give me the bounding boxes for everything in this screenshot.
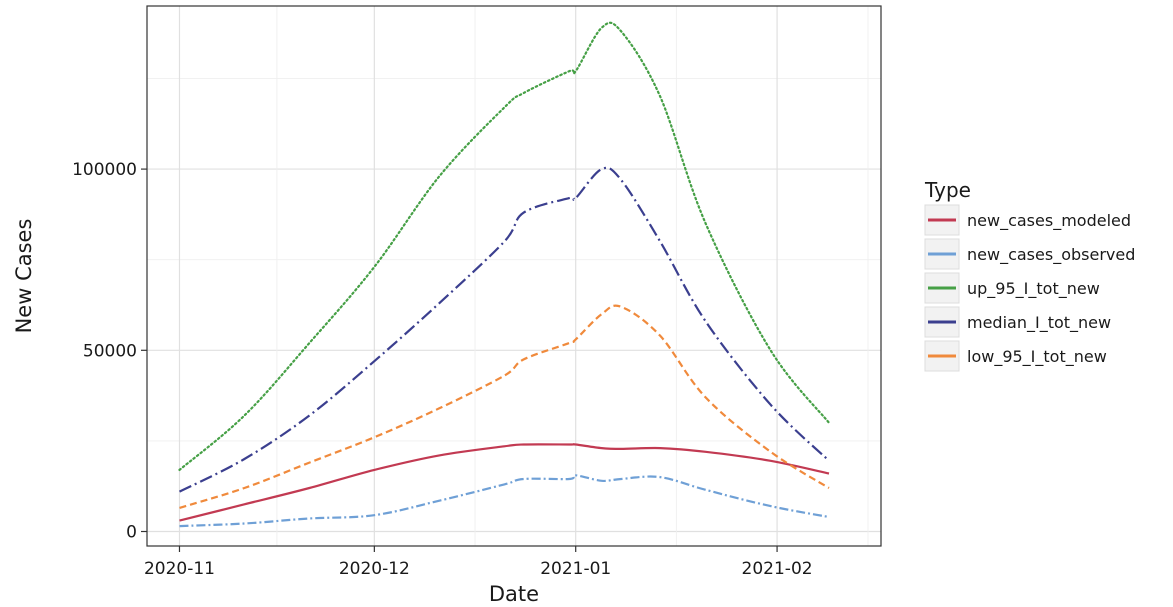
series-line-new-cases-modeled bbox=[179, 443, 830, 522]
legend-title: Type bbox=[924, 178, 971, 202]
legend-label: new_cases_modeled bbox=[967, 211, 1131, 231]
legend-label: low_95_I_tot_new bbox=[967, 347, 1107, 367]
legend-label: new_cases_observed bbox=[967, 245, 1135, 265]
x-tick-label: 2021-01 bbox=[540, 559, 611, 579]
plot-panel-border bbox=[146, 5, 882, 547]
legend-label: median_I_tot_new bbox=[967, 313, 1111, 333]
y-tick-label: 0 bbox=[126, 523, 137, 543]
x-tick-label: 2021-02 bbox=[742, 559, 813, 579]
series-line-median-I-tot-new bbox=[179, 166, 830, 493]
legend: Type new_cases_modeled new_cases_observed… bbox=[924, 178, 1135, 372]
plot-panel-background bbox=[147, 6, 881, 546]
y-axis-title: New Cases bbox=[12, 219, 36, 334]
y-tick-label: 50000 bbox=[83, 341, 137, 361]
series-line-new-cases-observed bbox=[179, 474, 830, 528]
y-tick-label: 100000 bbox=[72, 160, 137, 180]
x-tick-label: 2020-11 bbox=[144, 559, 215, 579]
x-tick-label: 2020-12 bbox=[339, 559, 410, 579]
series-line-up-95-I-tot-new bbox=[178, 21, 831, 471]
x-axis-title: Date bbox=[489, 582, 539, 606]
legend-label: up_95_I_tot_new bbox=[967, 279, 1100, 299]
series-line-low-95-I-tot-new bbox=[179, 304, 830, 509]
